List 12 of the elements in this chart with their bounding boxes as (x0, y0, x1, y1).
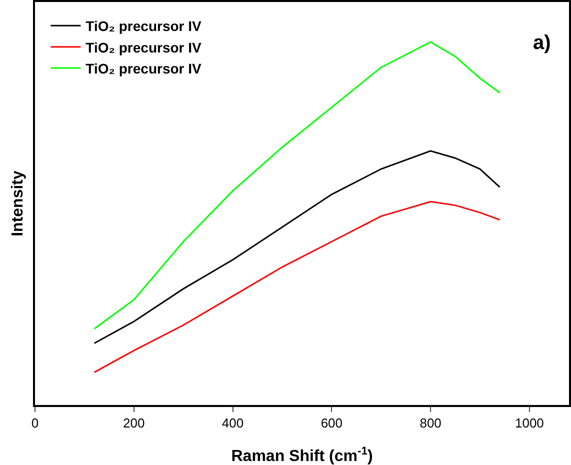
x-tick-label: 600 (320, 415, 343, 430)
legend-label: TiO₂ precursor IV (86, 60, 202, 77)
x-tick-label: 800 (420, 415, 442, 430)
legend-label: TiO₂ precursor IV (86, 18, 202, 34)
y-axis-title: Intensity (10, 170, 27, 236)
annotation: a) (533, 32, 551, 54)
x-axis-title: Raman Shift (cm$^{-1}$) (231, 445, 373, 465)
x-tick-label: 0 (31, 415, 39, 430)
x-tick-label: 200 (123, 415, 145, 430)
x-tick-label: 400 (222, 415, 244, 430)
legend-label: TiO₂ precursor IV (86, 39, 202, 56)
x-tick-label: 1000 (514, 415, 544, 430)
